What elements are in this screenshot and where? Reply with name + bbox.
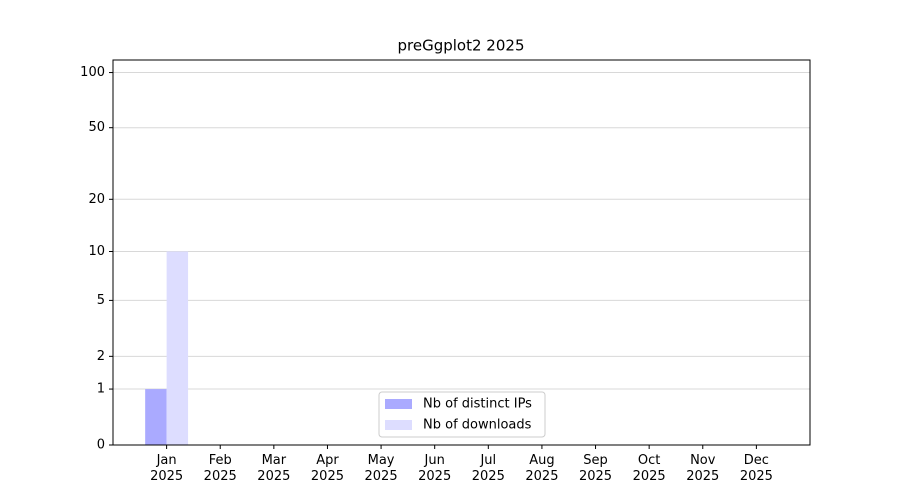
bar: [166, 251, 189, 445]
plot-frame: [112, 59, 811, 446]
x-tick-label: Jul 2025: [471, 453, 505, 484]
y-tick-label: 1: [97, 382, 105, 397]
x-tick-label: May 2025: [364, 453, 398, 484]
x-tick-label: Jun 2025: [418, 453, 452, 484]
x-tick-label: Aug 2025: [525, 453, 559, 484]
y-tick-label: 20: [88, 192, 105, 207]
x-tick-label: Apr 2025: [310, 453, 344, 484]
x-tick-label: Nov 2025: [686, 453, 720, 484]
y-tick-label: 50: [88, 120, 105, 135]
y-tick-label: 100: [80, 65, 105, 80]
legend: Nb of distinct IPs Nb of downloads: [378, 391, 546, 438]
y-tick-label: 10: [88, 244, 105, 259]
legend-swatch: [385, 399, 412, 409]
x-tick-label: Oct 2025: [632, 453, 666, 484]
x-tick-label: Dec 2025: [739, 453, 773, 484]
legend-label: Nb of distinct IPs: [423, 397, 532, 412]
y-tick-label: 2: [97, 349, 105, 364]
y-tick-label: 0: [97, 438, 105, 453]
chart-title: preGgplot2 2025: [398, 37, 525, 55]
x-tick-label: Mar 2025: [257, 453, 291, 484]
x-tick-label: Feb 2025: [203, 453, 237, 484]
legend-swatch: [385, 420, 412, 430]
x-tick-label: Jan 2025: [150, 453, 184, 484]
legend-box: [378, 391, 546, 438]
x-tick-label: Sep 2025: [578, 453, 613, 484]
y-tick-label: 5: [97, 293, 105, 308]
legend-label: Nb of downloads: [423, 418, 532, 433]
bar: [145, 389, 167, 445]
